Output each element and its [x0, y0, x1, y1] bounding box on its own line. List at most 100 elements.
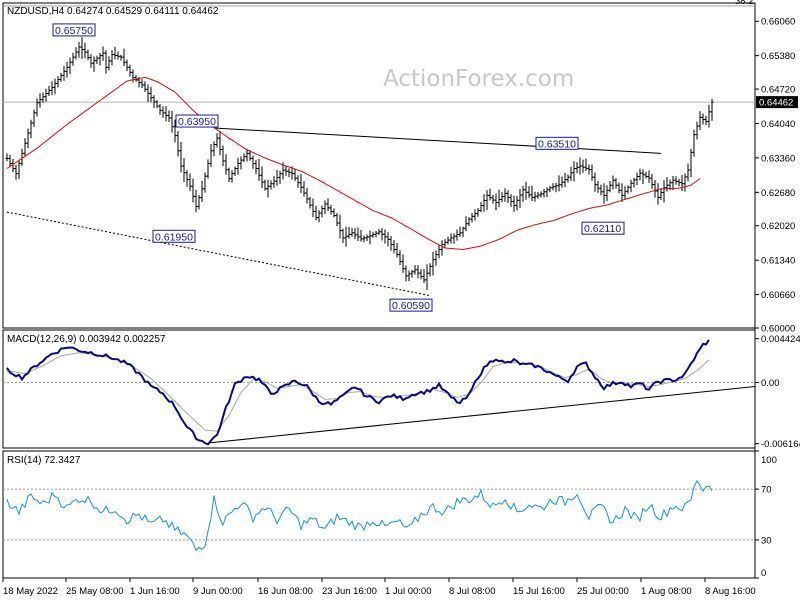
price-tick-label: 0.62020: [761, 221, 795, 232]
ohlc-bar: [683, 173, 687, 192]
price-tick-label: 0.66060: [761, 17, 795, 28]
ohlc-bar: [431, 251, 435, 276]
ohlc-bar: [461, 226, 465, 238]
ohlc-bar: [509, 194, 513, 207]
x-tick-label: 8 Jul 08:00: [449, 586, 495, 597]
price-trendline-solid: [213, 127, 662, 154]
ohlc-bar: [542, 189, 546, 198]
price-level-label-text: 0.61950: [155, 231, 193, 243]
ohlc-bar: [593, 172, 597, 192]
ohlc-bars: [5, 37, 714, 290]
ohlc-bar: [8, 154, 12, 168]
ohlc-bar: [167, 110, 171, 122]
ohlc-bar: [131, 69, 135, 83]
ohlc-bar: [35, 98, 39, 117]
ohlc-bar: [401, 254, 405, 273]
macd-tick-label: -0.006164: [761, 439, 800, 450]
ohlc-bar: [269, 180, 273, 190]
ohlc-bar: [62, 65, 66, 81]
ohlc-bar: [458, 226, 462, 238]
ohlc-bar: [341, 228, 345, 243]
ohlc-bar: [287, 168, 291, 178]
ohlc-bar: [698, 111, 702, 131]
ohlc-bar: [635, 172, 639, 185]
ohlc-bar: [413, 265, 417, 275]
ohlc-bar: [221, 145, 225, 167]
ohlc-bar: [353, 228, 357, 240]
ohlc-bar: [599, 184, 603, 196]
ohlc-bar: [689, 148, 693, 178]
x-tick-label: 1 Aug 08:00: [641, 586, 692, 597]
ohlc-bar: [671, 175, 675, 191]
ohlc-bar: [311, 198, 315, 218]
x-tick-label: 15 Jul 16:00: [513, 586, 565, 597]
ohlc-bar: [230, 170, 234, 183]
price-tick-label: 0.61340: [761, 256, 795, 267]
ohlc-bar: [212, 141, 216, 157]
ohlc-bar: [476, 208, 480, 217]
ohlc-bar: [29, 119, 33, 139]
ohlc-bar: [539, 191, 543, 198]
price-level-label-text: 0.63510: [538, 138, 576, 150]
ohlc-bar: [194, 189, 198, 213]
ohlc-bar: [677, 178, 681, 187]
ohlc-bar: [266, 179, 270, 198]
ohlc-bar: [80, 37, 84, 59]
price-level-label-box: [389, 298, 433, 312]
ohlc-bar: [368, 230, 372, 245]
ohlc-bar: [65, 61, 69, 78]
panel-frame-0: [2, 2, 756, 329]
ohlc-bar: [632, 177, 636, 188]
ohlc-bar: [305, 187, 309, 204]
ohlc-bar: [170, 110, 174, 133]
price-tick-label: 0.60000: [761, 324, 795, 335]
ohlc-bar: [5, 153, 9, 162]
ohlc-bar: [326, 198, 330, 211]
panel-frame-2: [2, 450, 756, 579]
ohlc-bar: [425, 264, 429, 290]
ohlc-bar: [101, 46, 105, 61]
ohlc-bar: [626, 185, 630, 194]
ohlc-bar: [89, 54, 93, 68]
ohlc-bar: [386, 232, 390, 247]
ohlc-bar: [587, 164, 591, 175]
ohlc-bar: [641, 169, 645, 184]
ohlc-bar: [317, 210, 321, 223]
ohlc-bar: [383, 229, 387, 244]
ohlc-bar: [614, 178, 618, 189]
ohlc-bar: [680, 175, 684, 191]
ohlc-bar: [707, 104, 711, 128]
ohlc-bar: [686, 163, 690, 182]
ohlc-bar: [155, 100, 159, 109]
ohlc-bar: [452, 233, 456, 244]
ohlc-bar: [371, 231, 375, 238]
price-tick-label: 0.64720: [761, 85, 795, 96]
ohlc-bar: [662, 180, 666, 203]
ohlc-bar: [644, 171, 648, 179]
ohlc-bar: [533, 191, 537, 202]
price-level-label: 0.65750: [52, 23, 96, 37]
ohlc-bar: [98, 53, 102, 66]
ohlc-bar: [215, 133, 219, 148]
ohlc-bar: [491, 194, 495, 204]
current-price-label: 0.64462: [759, 98, 793, 109]
ohlc-bar: [665, 177, 669, 192]
ohlc-bar: [581, 159, 585, 173]
ohlc-bar: [563, 172, 567, 187]
ohlc-bar: [128, 64, 132, 77]
ohlc-bar: [557, 175, 561, 192]
ohlc-bar: [695, 121, 699, 140]
price-level-label: 0.63510: [535, 136, 579, 150]
macd-trendline: [207, 386, 756, 444]
ohlc-bar: [164, 106, 168, 122]
rsi-tick-label: 100: [761, 455, 777, 466]
x-tick-label: 23 Jun 16:00: [322, 586, 377, 597]
macd-signal-line: [6, 352, 710, 432]
rsi-panel: 100 70 30 0 RSI(14) 72.3427: [3, 450, 777, 579]
ohlc-bar: [359, 229, 363, 242]
ohlc-bar: [536, 192, 540, 199]
ohlc-bar: [629, 179, 633, 193]
panel-frame-1: [2, 329, 756, 449]
ohlc-bar: [389, 235, 393, 251]
